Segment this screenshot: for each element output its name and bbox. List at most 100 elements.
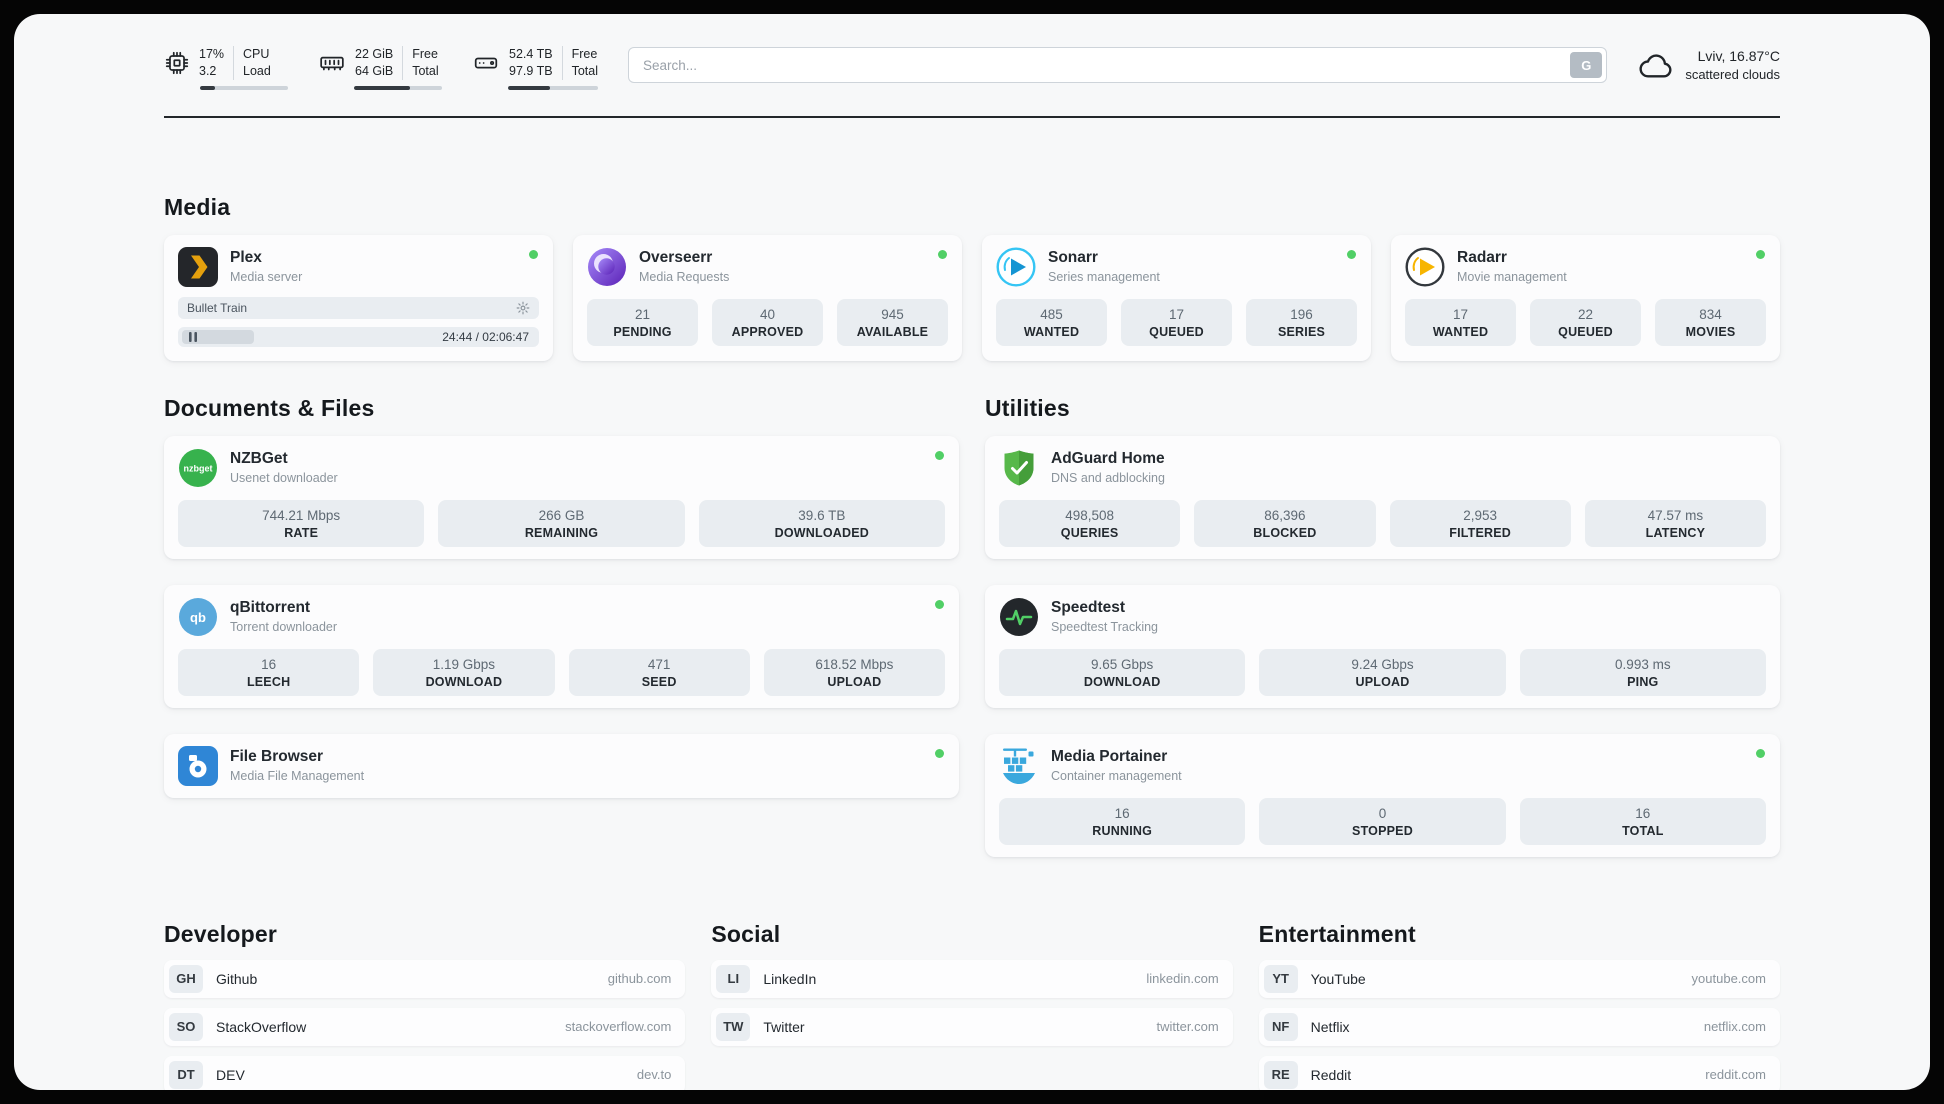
speedtest-card[interactable]: Speedtest Speedtest Tracking 9.65 Gbps D… (985, 584, 1780, 708)
adguard-header: AdGuard Home DNS and adblocking (999, 448, 1766, 488)
stat-value: 0.993 ms (1615, 656, 1671, 672)
gear-icon[interactable] (516, 301, 530, 315)
stat-label: QUEUED (1558, 324, 1613, 339)
stat-label: LEECH (246, 674, 291, 689)
stat-download: 1.19 Gbps DOWNLOAD (373, 648, 555, 696)
app-subtitle: Torrent downloader (230, 620, 338, 635)
stat-ping: 0.993 ms PING (1519, 648, 1766, 696)
bookmark-github[interactable]: GH Github github.com (164, 959, 686, 998)
stat-wanted: 485 WANTED (996, 298, 1107, 346)
app-name: NZBGet (230, 450, 288, 468)
disk-progress-track (508, 85, 598, 90)
social-column: Social LI LinkedIn linkedin.com TW Twitt… (711, 920, 1233, 1090)
stat-filtered: 2,953 FILTERED (1389, 499, 1571, 547)
speedtest-icon (999, 597, 1039, 637)
stat-value: 17 (1168, 306, 1185, 322)
plex-card[interactable]: Plex Media server Bullet Train (164, 234, 553, 361)
ram-widget: 22 GiB 64 GiB Free Total (318, 46, 442, 90)
app-subtitle: Container management (1051, 769, 1182, 784)
weather-condition: scattered clouds (1685, 67, 1780, 83)
ram-progress-track (354, 85, 442, 90)
bookmark-twitter[interactable]: TW Twitter twitter.com (711, 1007, 1233, 1046)
ram-label-2: Total (412, 63, 439, 78)
bookmark-netflix[interactable]: NF Netflix netflix.com (1258, 1007, 1780, 1046)
bookmark-stackoverflow[interactable]: SO StackOverflow stackoverflow.com (164, 1007, 686, 1046)
app-subtitle: Media Requests (639, 270, 730, 285)
section-title-social: Social (711, 920, 781, 947)
app-subtitle: Media server (230, 270, 303, 285)
now-playing-title: Bullet Train (187, 300, 248, 315)
app-name: Sonarr (1048, 249, 1098, 267)
speedtest-meta: Speedtest Speedtest Tracking (1051, 599, 1158, 634)
stat-label: RUNNING (1092, 823, 1153, 838)
stat-total: 16 TOTAL (1519, 797, 1766, 845)
ram-values: 22 GiB 64 GiB (355, 46, 393, 80)
portainer-icon (999, 746, 1039, 786)
cpu-values: 17% 3.2 (199, 46, 224, 80)
overseerr-meta: Overseerr Media Requests (639, 249, 729, 284)
overseerr-header: Overseerr Media Requests (587, 247, 948, 287)
cpu-progress-fill (200, 85, 215, 90)
search-engine-button[interactable]: G (1570, 52, 1603, 78)
radarr-icon (1405, 247, 1445, 287)
bookmark-url: reddit.com (1705, 1067, 1766, 1083)
bookmark-reddit[interactable]: RE Reddit reddit.com (1258, 1055, 1780, 1090)
stat-value: 22 (1577, 306, 1594, 322)
ram-icon (318, 50, 346, 76)
disk-progress-fill (508, 85, 551, 90)
adguard-stats: 498,508 QUERIES 86,396 BLOCKED 2,953 FIL… (999, 499, 1766, 547)
overseerr-card[interactable]: Overseerr Media Requests 21 PENDING 40 A… (573, 234, 962, 361)
stat-label: DOWNLOAD (425, 674, 503, 689)
nzbget-card[interactable]: nzbget NZBGet Usenet downloader 744.21 M… (164, 435, 959, 559)
nzbget-icon: nzbget (178, 448, 218, 488)
section-title-documents: Documents & Files (164, 394, 375, 421)
bookmark-name: Github (216, 970, 258, 987)
portainer-card[interactable]: Media Portainer Container management 16 … (985, 733, 1780, 857)
qbittorrent-header: qb qBittorrent Torrent downloader (178, 597, 945, 637)
stat-label: UPLOAD (827, 674, 882, 689)
stat-value: 47.57 ms (1647, 507, 1704, 523)
player-progress-bar[interactable]: 24:44 / 02:06:47 (178, 326, 539, 347)
adguard-card[interactable]: AdGuard Home DNS and adblocking 498,508 … (985, 435, 1780, 559)
section-title-entertainment: Entertainment (1258, 920, 1416, 947)
stat-value: 196 (1290, 306, 1313, 322)
speedtest-stats: 9.65 Gbps DOWNLOAD 9.24 Gbps UPLOAD 0.99… (999, 648, 1766, 696)
cpu-percent: 17% (199, 47, 225, 61)
nzbget-stats: 744.21 Mbps RATE 266 GB REMAINING 39.6 T… (178, 499, 945, 547)
plex-icon (178, 246, 218, 287)
radarr-card[interactable]: Radarr Movie management 17 WANTED 22 QUE… (1391, 234, 1780, 361)
bookmark-name: Twitter (763, 1018, 805, 1035)
netflix-abbr-icon: NF (1263, 1012, 1298, 1041)
app-name: Overseerr (639, 249, 713, 267)
sonarr-meta: Sonarr Series management (1048, 249, 1160, 284)
stat-value: 16 (1635, 805, 1651, 821)
bookmark-dev[interactable]: DT DEV dev.to (164, 1055, 686, 1090)
top-bar: 17% 3.2 CPU Load (164, 14, 1780, 90)
bookmark-name: LinkedIn (763, 970, 817, 987)
search-input[interactable] (627, 47, 1608, 83)
dashboard-content: 17% 3.2 CPU Load (14, 14, 1930, 1090)
filebrowser-header: File Browser Media File Management (178, 745, 945, 786)
header-divider (164, 115, 1780, 118)
bookmark-name: Netflix (1310, 1018, 1350, 1035)
status-online-dot (935, 599, 944, 609)
reddit-abbr-icon: RE (1263, 1060, 1298, 1089)
bookmark-linkedin[interactable]: LI LinkedIn linkedin.com (711, 959, 1233, 998)
stat-upload: 9.24 Gbps UPLOAD (1259, 648, 1506, 696)
stat-value: 945 (881, 306, 904, 322)
pause-button[interactable] (182, 329, 254, 344)
filebrowser-card[interactable]: File Browser Media File Management (164, 733, 959, 798)
bookmark-url: youtube.com (1691, 971, 1766, 987)
section-title-developer: Developer (164, 920, 278, 947)
app-name: AdGuard Home (1051, 450, 1165, 468)
ram-labels: Free Total (402, 46, 439, 80)
sonarr-card[interactable]: Sonarr Series management 485 WANTED 17 Q… (982, 234, 1371, 361)
bookmark-url: stackoverflow.com (565, 1019, 672, 1035)
qbittorrent-card[interactable]: qb qBittorrent Torrent downloader 16 (164, 584, 959, 708)
twitter-abbr-icon: TW (716, 1012, 751, 1041)
bookmark-url: netflix.com (1703, 1019, 1766, 1035)
bookmark-youtube[interactable]: YT YouTube youtube.com (1258, 959, 1780, 998)
stat-value: 2,953 (1463, 507, 1498, 523)
app-subtitle: Media File Management (230, 769, 365, 784)
dashboard-page: 17% 3.2 CPU Load (14, 14, 1930, 1090)
